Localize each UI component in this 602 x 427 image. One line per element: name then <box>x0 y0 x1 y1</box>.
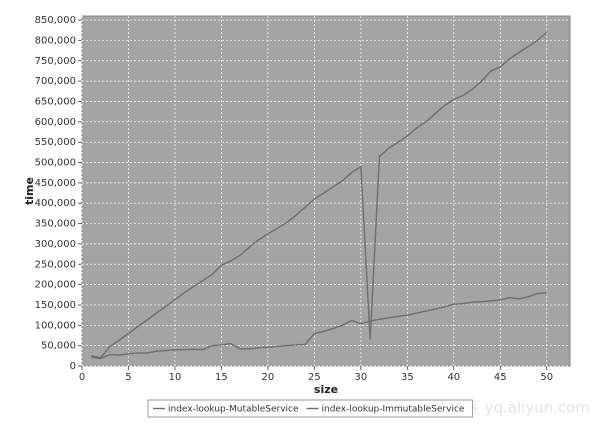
x-tick-label: 15 <box>215 372 228 383</box>
legend-label: index-lookup-ImmutableService <box>322 405 465 415</box>
y-tick-label: 300,000 <box>35 239 76 250</box>
y-tick-label: 450,000 <box>35 178 76 189</box>
y-tick-label: 150,000 <box>35 300 76 311</box>
x-tick-label: 25 <box>308 372 321 383</box>
y-tick-label: 550,000 <box>35 137 76 148</box>
y-tick-label: 250,000 <box>35 259 76 270</box>
y-tick-label: 100,000 <box>35 320 76 331</box>
x-tick-label: 20 <box>262 372 275 383</box>
y-tick-label: 750,000 <box>35 56 76 67</box>
series-line <box>91 292 547 360</box>
x-tick-label: 35 <box>401 372 414 383</box>
x-tick-label: 50 <box>540 372 553 383</box>
y-tick-label: 700,000 <box>35 76 76 87</box>
y-tick-label: 500,000 <box>35 158 76 169</box>
x-tick-label: 30 <box>354 372 367 383</box>
y-tick-label: 350,000 <box>35 219 76 230</box>
y-tick-label: 600,000 <box>35 117 76 128</box>
y-axis-title: time <box>23 177 36 205</box>
y-tick-label: 0 <box>70 361 76 372</box>
series-line <box>91 31 548 359</box>
y-tick-label: 200,000 <box>35 280 76 291</box>
y-tick-label: 400,000 <box>35 198 76 209</box>
x-tick-label: 40 <box>447 372 460 383</box>
x-tick-label: 45 <box>494 372 507 383</box>
y-tick-label: 800,000 <box>35 35 76 46</box>
y-tick-label: 650,000 <box>35 96 76 107</box>
y-tick-label: 50,000 <box>41 341 76 352</box>
y-tick-label: 850,000 <box>35 15 76 26</box>
x-axis-title: size <box>314 383 338 396</box>
x-tick-label: 0 <box>79 372 85 383</box>
x-tick-label: 5 <box>125 372 131 383</box>
legend-label: index-lookup-MutableService <box>168 405 299 415</box>
x-tick-label: 10 <box>169 372 182 383</box>
